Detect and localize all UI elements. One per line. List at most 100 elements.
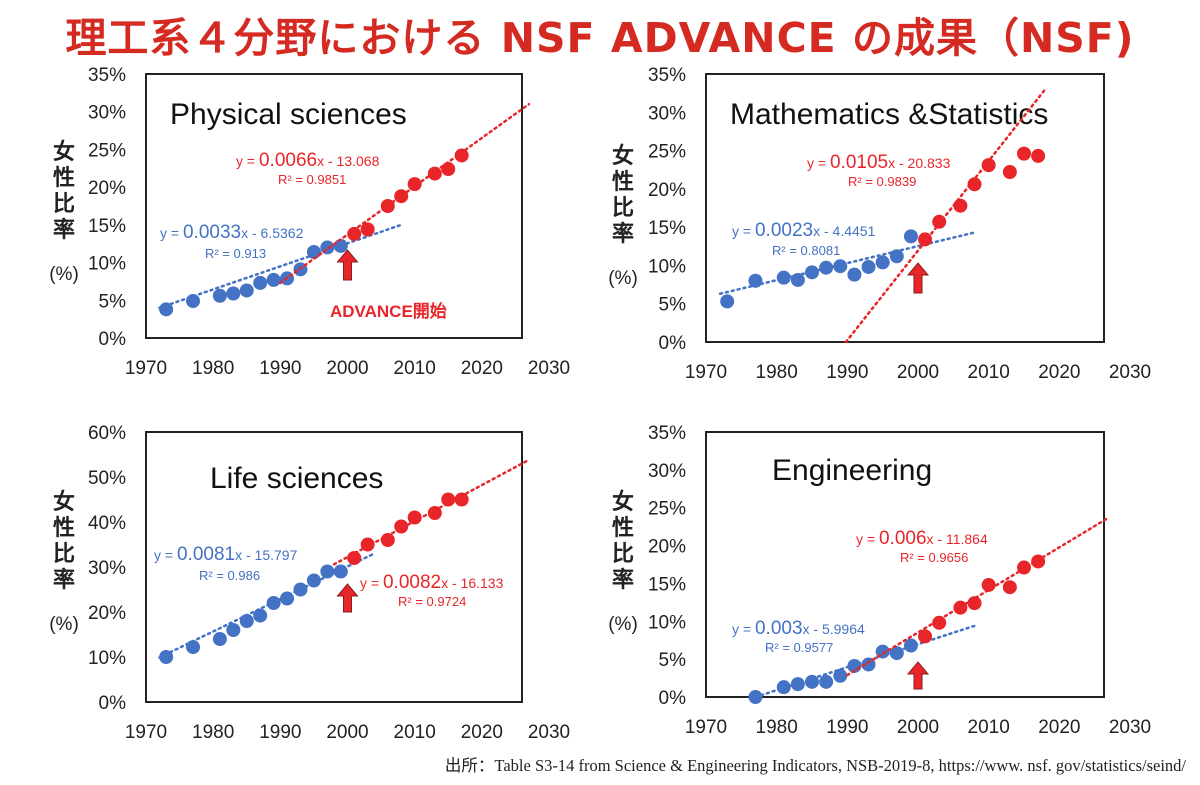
red-data-point [1017,146,1031,161]
blue-data-point [226,286,241,301]
y-tick-label: 5% [659,295,687,316]
blue-data-point [805,265,819,280]
blue-data-point [847,267,862,282]
blue-data-point [790,677,805,692]
chart-title: Mathematics &Statistics [730,98,1048,131]
x-tick-label: 2000 [326,358,368,379]
red-data-point [967,177,982,192]
red-data-point [427,506,442,520]
red-r-squared: R² = 0.9656 [900,550,968,565]
blue-data-point [159,302,174,317]
red-data-point [1031,554,1046,569]
red-data-point [918,232,933,247]
y-tick-label: 20% [88,603,126,624]
advance-start-arrow-icon [336,249,359,281]
chart-title: Engineering [772,454,932,487]
blue-data-point [159,650,174,664]
red-data-point [981,577,996,592]
red-data-point [967,596,982,611]
blue-r-squared: R² = 0.986 [199,568,260,583]
y-axis-label: 女性比率 (%) [603,490,643,636]
y-axis-label: 女性比率 (%) [44,490,84,636]
advance-start-arrow-icon [336,583,359,613]
red-regression-equation: y = 0.0082x - 16.133 [360,572,504,593]
x-tick-label: 2020 [1038,362,1080,383]
plot-area-frame [145,431,523,703]
red-r-squared: R² = 0.9724 [398,594,466,609]
x-tick-label: 2010 [394,722,436,743]
blue-data-point [306,573,321,588]
x-tick-label: 1990 [826,362,868,383]
blue-data-point [239,283,254,298]
red-data-point [380,533,395,547]
y-tick-label: 15% [648,218,686,239]
red-data-point [1002,165,1017,180]
red-data-point [407,510,422,525]
blue-data-point [875,255,890,270]
y-axis-unit: (%) [608,268,638,289]
y-tick-label: 40% [88,513,126,534]
y-tick-label: 25% [648,142,686,163]
x-tick-label: 1990 [259,722,301,743]
y-tick-label: 20% [648,537,686,558]
y-tick-label: 10% [88,648,126,669]
red-data-point [981,158,996,173]
y-tick-label: 35% [88,65,126,86]
blue-trendline [158,223,403,310]
blue-data-point [790,272,805,287]
y-tick-label: 35% [648,65,686,86]
blue-data-point [212,632,227,646]
source-note: 出所：Table S3-14 from Science & Engineerin… [444,756,1186,775]
y-axis-title: 女性比率 [611,490,634,593]
red-data-point [347,551,362,565]
chart-engineering: Engineering 0% 5% 10% 15% 20% 25% 30% 35% 1970 198… [648,423,1151,738]
x-tick-label: 2010 [394,358,436,379]
blue-data-point [889,646,904,661]
y-tick-label: 5% [99,291,127,312]
blue-data-point [748,690,763,704]
blue-data-point [333,564,348,579]
y-tick-label: 20% [648,180,686,201]
blue-data-point [320,564,335,579]
blue-data-point [280,591,295,606]
red-data-point [441,162,456,177]
red-r-squared: R² = 0.9839 [848,174,916,189]
x-tick-label: 2030 [528,722,570,743]
y-tick-label: 30% [648,461,686,482]
chart-physical-sciences: Physical sciences 0% 5% 10% 15% 20% 25% 30% 35% 1… [88,65,570,379]
x-tick-label: 2030 [528,358,570,379]
blue-data-point [720,294,735,309]
red-data-point [454,148,469,163]
blue-data-point [861,259,876,274]
figure-title: 理工系４分野における NSF ADVANCE の成果（NSF) [65,14,1135,62]
blue-data-point [212,288,227,303]
red-regression-equation: y = 0.0105x - 20.833 [807,152,951,173]
red-data-point [360,537,375,552]
blue-data-point [253,608,268,623]
x-tick-label: 1970 [125,358,167,379]
blue-data-point [819,674,834,689]
x-tick-label: 1980 [192,358,234,379]
red-data-point [932,214,947,229]
x-tick-label: 2020 [461,358,503,379]
x-tick-label: 2010 [968,717,1010,738]
blue-data-point [861,657,876,672]
blue-regression-equation: y = 0.003x - 5.9964 [732,618,865,639]
blue-regression-equation: y = 0.0081x - 15.797 [154,544,298,565]
red-data-point [360,222,375,237]
y-tick-label: 25% [648,499,686,520]
blue-data-point [805,674,819,689]
x-tick-label: 1980 [756,717,798,738]
blue-trendline [718,231,976,296]
red-data-point [380,199,395,213]
blue-r-squared: R² = 0.8081 [772,243,840,258]
blue-data-point [776,680,791,695]
blue-data-point [320,240,335,255]
x-tick-label: 2020 [461,722,503,743]
red-regression-equation: y = 0.0066x - 13.068 [236,150,380,171]
red-data-point [441,492,456,507]
y-tick-label: 60% [88,423,126,444]
y-tick-label: 0% [99,329,127,350]
y-axis-unit: (%) [49,264,79,285]
